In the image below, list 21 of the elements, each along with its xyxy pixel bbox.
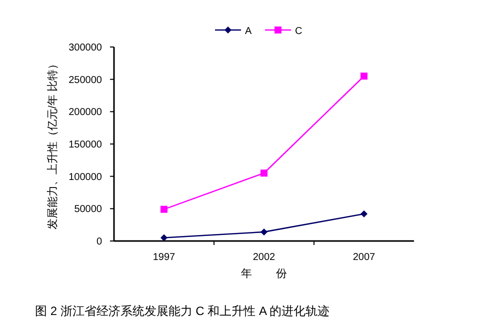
y-tick-label: 250000 bbox=[68, 74, 102, 86]
y-tick-label: 100000 bbox=[68, 172, 102, 183]
point bbox=[360, 210, 368, 218]
caption: 图 2 浙江省经济系统发展能力 C 和上升性 A 的进化轨迹 bbox=[35, 304, 330, 318]
legend-label: C bbox=[295, 26, 302, 37]
legend-label: A bbox=[245, 26, 252, 37]
point bbox=[160, 234, 168, 242]
y-tick-label: 50000 bbox=[74, 204, 102, 216]
x-tick-label: 2007 bbox=[352, 252, 376, 263]
y-tick-label: 150000 bbox=[68, 140, 102, 150]
x-tick-label: 2002 bbox=[252, 252, 276, 263]
y-tick-label: 300000 bbox=[68, 42, 102, 54]
x-axis-title: 年 份 bbox=[240, 268, 288, 280]
y-axis-title: 发展能力、上升性（亿元/年 比特） bbox=[46, 58, 59, 230]
y-tick-label: 0 bbox=[96, 236, 102, 248]
point bbox=[360, 72, 368, 80]
point bbox=[160, 206, 168, 213]
point bbox=[260, 228, 268, 236]
point bbox=[260, 170, 268, 177]
y-tick-label: 200000 bbox=[68, 107, 102, 118]
x-tick-label: 1997 bbox=[152, 252, 176, 263]
